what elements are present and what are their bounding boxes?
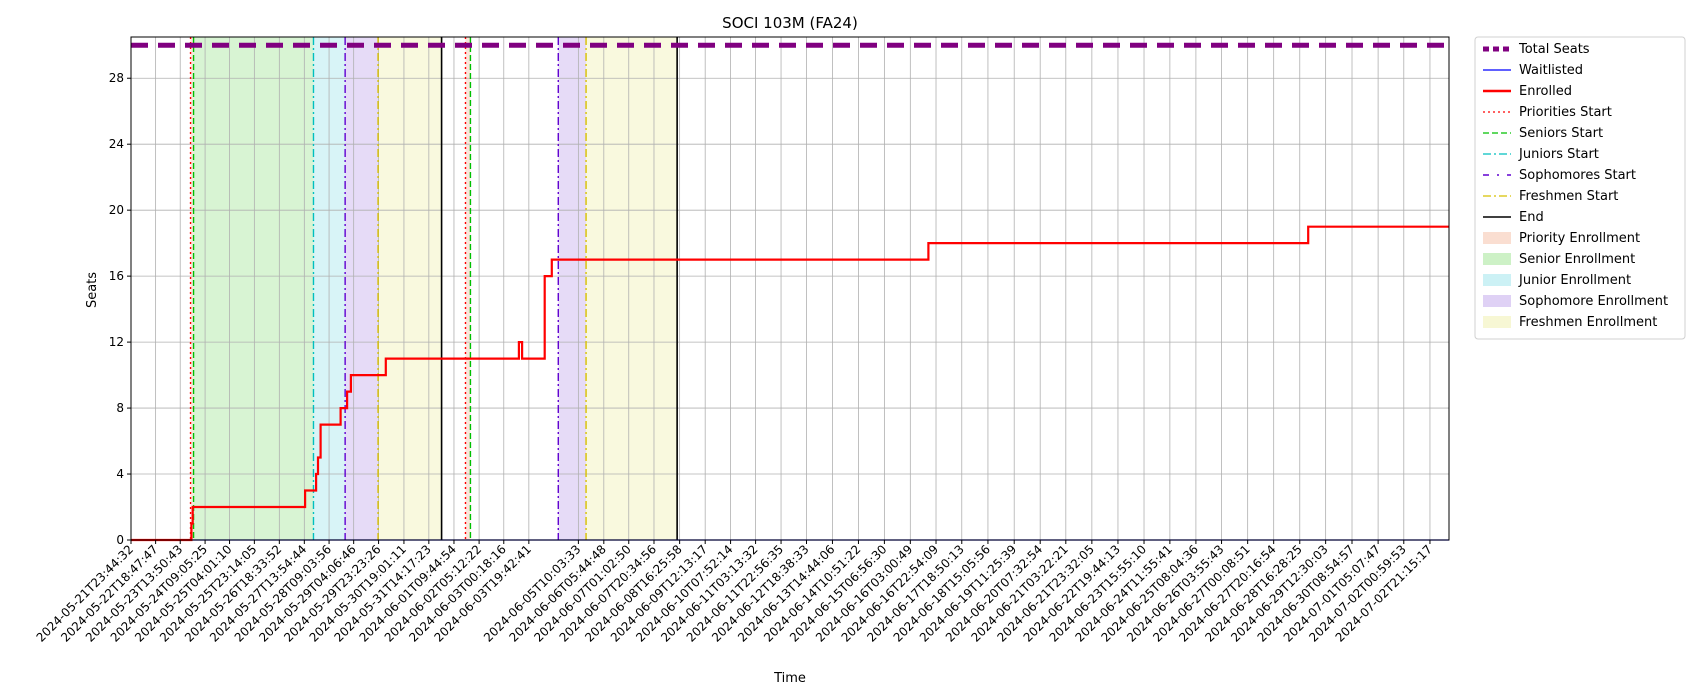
- legend-label: Waitlisted: [1519, 63, 1583, 78]
- y-tick-label: 16: [109, 269, 124, 283]
- period-band: [586, 37, 678, 540]
- legend-swatch: [1483, 295, 1511, 307]
- period-band: [345, 37, 379, 540]
- legend-label: Junior Enrollment: [1518, 273, 1631, 288]
- legend: Total Seats Waitlisted Enrolled Priorities …: [1474, 36, 1686, 340]
- chart-title: SOCI 103M (FA24): [722, 14, 858, 32]
- legend-swatch: [1483, 316, 1511, 328]
- legend-label: Total Seats: [1518, 42, 1590, 57]
- legend-label: Senior Enrollment: [1519, 252, 1635, 267]
- period-band: [465, 37, 471, 540]
- legend-label: Freshmen Start: [1519, 189, 1618, 204]
- period-band: [193, 37, 314, 540]
- legend-swatch: [1483, 232, 1511, 244]
- legend-label: Seniors Start: [1519, 126, 1603, 141]
- y-tick-label: 4: [116, 467, 124, 481]
- period-band: [190, 37, 194, 540]
- legend-label: Priorities Start: [1519, 105, 1612, 120]
- legend-frame: [1474, 36, 1686, 340]
- y-tick-label: 20: [109, 203, 124, 217]
- legend-label: End: [1519, 210, 1544, 225]
- period-band: [378, 37, 442, 540]
- legend-label: Sophomore Enrollment: [1519, 294, 1668, 309]
- y-axis-ticks: 0 4 8 12 16 20 24 28: [109, 71, 131, 547]
- legend-label: Priority Enrollment: [1519, 231, 1640, 246]
- y-tick-label: 28: [109, 71, 124, 85]
- x-axis-label: Time: [773, 671, 806, 686]
- y-tick-label: 8: [116, 401, 124, 415]
- y-axis-label: Seats: [85, 272, 100, 308]
- grid-lines: [130, 37, 1449, 541]
- y-tick-label: 0: [116, 533, 124, 547]
- legend-swatch: [1483, 274, 1511, 286]
- legend-label: Juniors Start: [1518, 147, 1599, 162]
- y-tick-label: 24: [109, 137, 124, 151]
- period-band: [558, 37, 587, 540]
- legend-label: Sophomores Start: [1519, 168, 1636, 183]
- plot-frame: [130, 36, 1450, 541]
- series-line: [131, 225, 1449, 542]
- legend-label: Enrolled: [1519, 84, 1572, 99]
- legend-label: Freshmen Enrollment: [1519, 315, 1657, 330]
- x-axis-ticks: 2024-05-21T23:44:322024-05-22T18:47:4720…: [34, 540, 1435, 645]
- legend-swatch: [1483, 253, 1511, 265]
- y-tick-label: 12: [109, 335, 124, 349]
- phase-marker-lines: [189, 37, 678, 540]
